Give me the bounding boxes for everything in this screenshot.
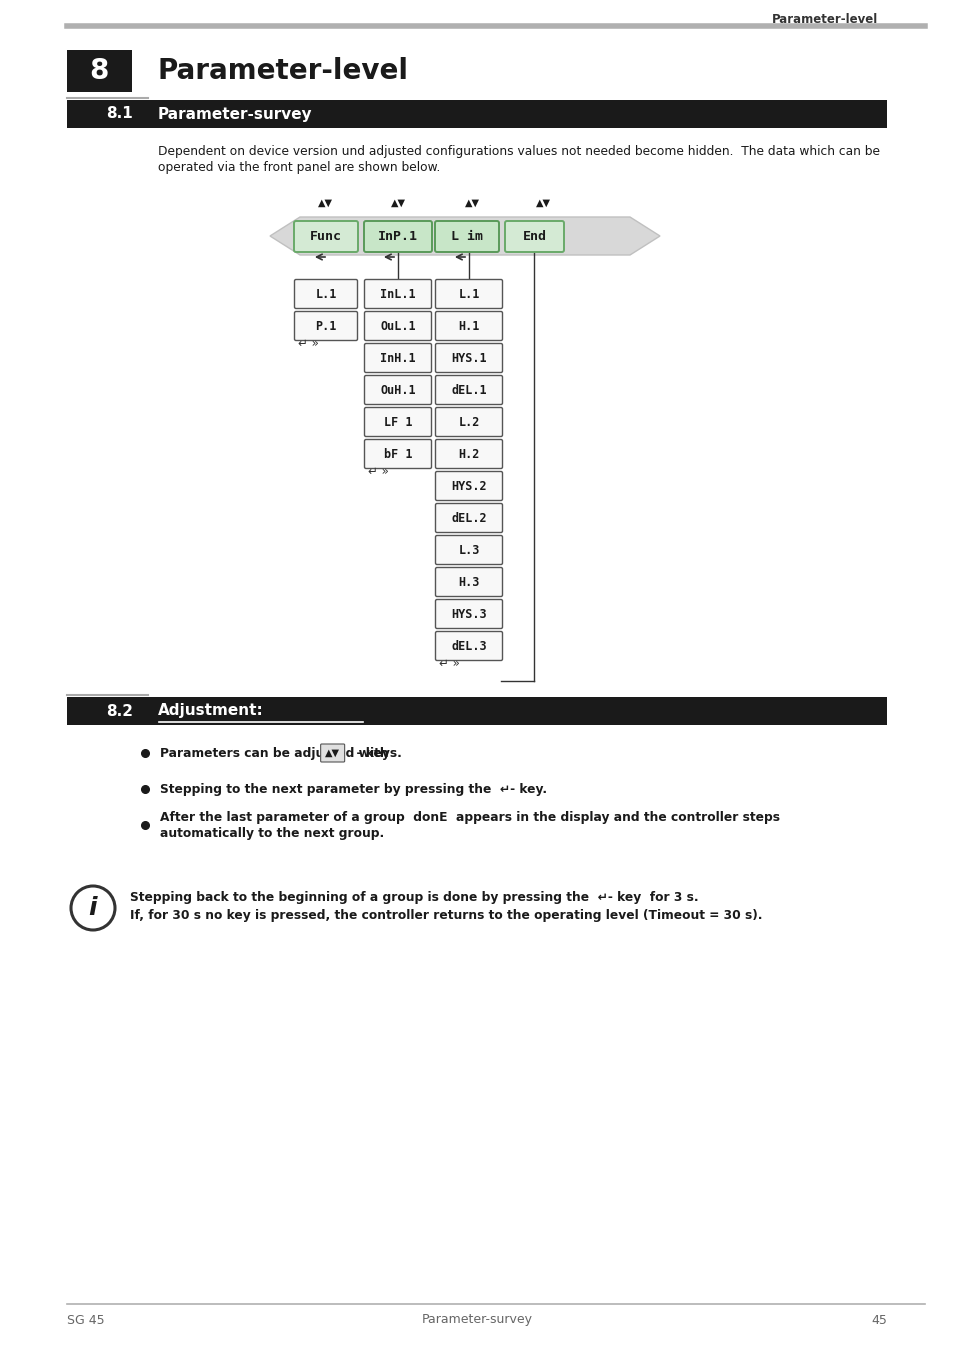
Text: ▲▼: ▲▼	[317, 198, 333, 208]
Text: H.1: H.1	[457, 320, 479, 332]
Text: 8: 8	[90, 57, 109, 85]
FancyBboxPatch shape	[364, 221, 432, 252]
FancyBboxPatch shape	[294, 312, 357, 340]
Text: L.1: L.1	[457, 288, 479, 301]
Text: - keys.: - keys.	[347, 747, 401, 760]
Text: OuL.1: OuL.1	[380, 320, 416, 332]
FancyBboxPatch shape	[435, 599, 502, 629]
Text: HYS.1: HYS.1	[451, 351, 486, 364]
Text: HYS.3: HYS.3	[451, 608, 486, 621]
FancyBboxPatch shape	[435, 567, 502, 597]
FancyBboxPatch shape	[294, 221, 357, 252]
FancyBboxPatch shape	[364, 279, 431, 309]
Text: ↵ »: ↵ »	[368, 464, 389, 478]
Text: dEL.3: dEL.3	[451, 640, 486, 652]
Text: bF 1: bF 1	[383, 447, 412, 460]
Text: SG 45: SG 45	[67, 1314, 105, 1327]
Text: ▲▼: ▲▼	[535, 198, 550, 208]
Bar	[67, 697, 886, 725]
Text: Stepping to the next parameter by pressing the  ↵- key.: Stepping to the next parameter by pressi…	[160, 783, 547, 795]
Bar	[67, 50, 132, 92]
Text: Stepping back to the beginning of a group is done by pressing the  ↵- key  for 3: Stepping back to the beginning of a grou…	[130, 891, 698, 904]
Text: 8.2: 8.2	[107, 703, 133, 718]
Text: i: i	[89, 896, 97, 919]
Text: Parameter-survey: Parameter-survey	[421, 1314, 532, 1327]
Text: OuH.1: OuH.1	[380, 383, 416, 397]
Text: L.2: L.2	[457, 416, 479, 428]
FancyBboxPatch shape	[435, 632, 502, 660]
FancyBboxPatch shape	[364, 343, 431, 373]
Text: ▲▼: ▲▼	[464, 198, 479, 208]
Text: dEL.2: dEL.2	[451, 512, 486, 525]
FancyBboxPatch shape	[435, 279, 502, 309]
Text: P.1: P.1	[315, 320, 336, 332]
Text: Adjustment:: Adjustment:	[158, 703, 263, 718]
FancyBboxPatch shape	[364, 312, 431, 340]
Bar	[67, 100, 886, 128]
FancyBboxPatch shape	[504, 221, 563, 252]
Text: End: End	[522, 230, 546, 243]
Text: 8.1: 8.1	[107, 107, 133, 122]
FancyBboxPatch shape	[435, 504, 502, 532]
Text: operated via the front panel are shown below.: operated via the front panel are shown b…	[158, 161, 440, 174]
Text: InL.1: InL.1	[380, 288, 416, 301]
FancyBboxPatch shape	[435, 221, 498, 252]
Text: L.1: L.1	[315, 288, 336, 301]
Text: ▲▼: ▲▼	[390, 198, 405, 208]
Text: Parameters can be adjusted with: Parameters can be adjusted with	[160, 747, 396, 760]
Text: 45: 45	[870, 1314, 886, 1327]
FancyBboxPatch shape	[435, 536, 502, 564]
FancyBboxPatch shape	[435, 375, 502, 405]
FancyBboxPatch shape	[320, 744, 344, 761]
Polygon shape	[270, 217, 659, 255]
Text: Parameter-level: Parameter-level	[771, 14, 877, 26]
FancyBboxPatch shape	[435, 312, 502, 340]
Text: If, for 30 s no key is pressed, the controller returns to the operating level (T: If, for 30 s no key is pressed, the cont…	[130, 910, 761, 922]
FancyBboxPatch shape	[435, 471, 502, 501]
Text: ▲▼: ▲▼	[325, 748, 340, 757]
FancyBboxPatch shape	[435, 408, 502, 436]
Text: ↵ »: ↵ »	[438, 657, 459, 670]
Text: HYS.2: HYS.2	[451, 479, 486, 493]
FancyBboxPatch shape	[364, 440, 431, 468]
Text: LF 1: LF 1	[383, 416, 412, 428]
FancyBboxPatch shape	[364, 408, 431, 436]
Text: Func: Func	[310, 230, 341, 243]
Text: Dependent on device version und adjusted configurations values not needed become: Dependent on device version und adjusted…	[158, 144, 879, 158]
Text: L im: L im	[451, 230, 482, 243]
Circle shape	[71, 886, 115, 930]
Text: Parameter-survey: Parameter-survey	[158, 107, 313, 122]
Text: Parameter-level: Parameter-level	[158, 57, 409, 85]
FancyBboxPatch shape	[364, 375, 431, 405]
Text: automatically to the next group.: automatically to the next group.	[160, 828, 384, 841]
Text: InH.1: InH.1	[380, 351, 416, 364]
Text: L.3: L.3	[457, 544, 479, 556]
FancyBboxPatch shape	[435, 440, 502, 468]
FancyBboxPatch shape	[294, 279, 357, 309]
Text: InP.1: InP.1	[377, 230, 417, 243]
FancyBboxPatch shape	[435, 343, 502, 373]
Text: H.3: H.3	[457, 575, 479, 589]
Text: After the last parameter of a group  donE  appears in the display and the contro: After the last parameter of a group donE…	[160, 811, 780, 825]
Text: ↵ »: ↵ »	[297, 338, 318, 350]
Text: H.2: H.2	[457, 447, 479, 460]
Text: dEL.1: dEL.1	[451, 383, 486, 397]
